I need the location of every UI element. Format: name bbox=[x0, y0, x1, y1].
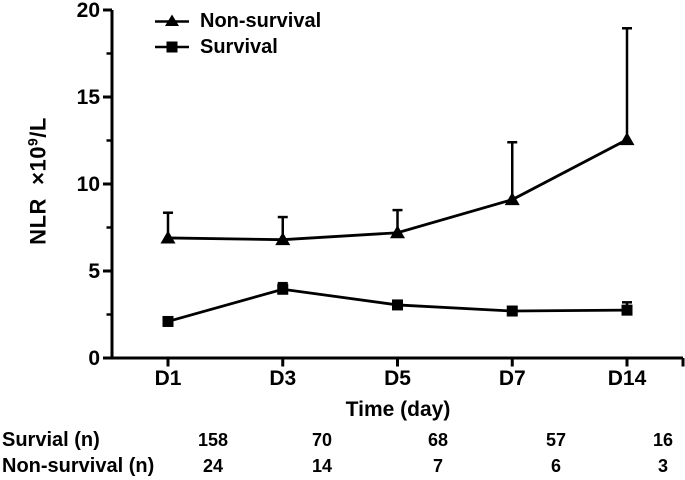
x-tick-label: D1 bbox=[155, 367, 182, 390]
square-data-point-marker bbox=[277, 283, 289, 295]
triangle-data-point-marker bbox=[275, 232, 291, 246]
legend-label: Non-survival bbox=[200, 9, 322, 32]
table-cell: 158 bbox=[197, 430, 229, 450]
table-cell: 57 bbox=[545, 430, 567, 450]
triangle-data-point-marker bbox=[160, 230, 176, 244]
table-cell: 3 bbox=[657, 456, 669, 476]
non-survival-triangle-icon bbox=[155, 14, 189, 26]
square-data-point-marker bbox=[621, 304, 633, 316]
table-cell: 70 bbox=[311, 430, 333, 450]
table-row-non-survival: Non-survival (n) 24 14 7 6 3 bbox=[0, 455, 685, 477]
y-tick-label: 10 bbox=[77, 173, 100, 196]
square-data-point-marker bbox=[506, 305, 518, 317]
y-tick-label: 15 bbox=[77, 86, 101, 109]
square-data-point-marker bbox=[162, 315, 174, 327]
table-row-label: Survial (n) bbox=[2, 429, 100, 451]
table-cell: 6 bbox=[550, 456, 562, 476]
y-tick-label: 20 bbox=[77, 0, 100, 22]
x-axis-title: Time (day) bbox=[345, 398, 451, 421]
triangle-data-point-marker bbox=[390, 225, 405, 239]
table-cell: 24 bbox=[202, 456, 224, 476]
square-data-point-marker bbox=[392, 299, 403, 311]
triangle-data-point-marker bbox=[619, 132, 635, 146]
legend: Non-survival Survival bbox=[155, 8, 321, 60]
table-cell: 7 bbox=[432, 456, 444, 476]
table-cell: 16 bbox=[652, 430, 674, 450]
legend-item-survival: Survival bbox=[155, 34, 321, 60]
legend-label: Survival bbox=[200, 35, 278, 58]
legend-item-non-survival: Non-survival bbox=[155, 8, 321, 34]
table-row-label: Non-survival (n) bbox=[2, 455, 155, 477]
y-tick-label: 5 bbox=[88, 260, 100, 283]
table-cell: 14 bbox=[311, 456, 333, 476]
survival-square-icon bbox=[155, 41, 189, 53]
y-tick-label: 0 bbox=[88, 347, 100, 370]
x-tick-label: D7 bbox=[499, 367, 526, 390]
table-cell: 68 bbox=[427, 430, 449, 450]
table-row-survival: Survial (n) 158 70 68 57 16 bbox=[0, 429, 685, 451]
x-tick-label: D3 bbox=[269, 367, 296, 390]
x-tick-label: D5 bbox=[384, 367, 411, 390]
triangle-data-point-marker bbox=[504, 192, 520, 206]
x-tick-label: D14 bbox=[608, 367, 647, 390]
